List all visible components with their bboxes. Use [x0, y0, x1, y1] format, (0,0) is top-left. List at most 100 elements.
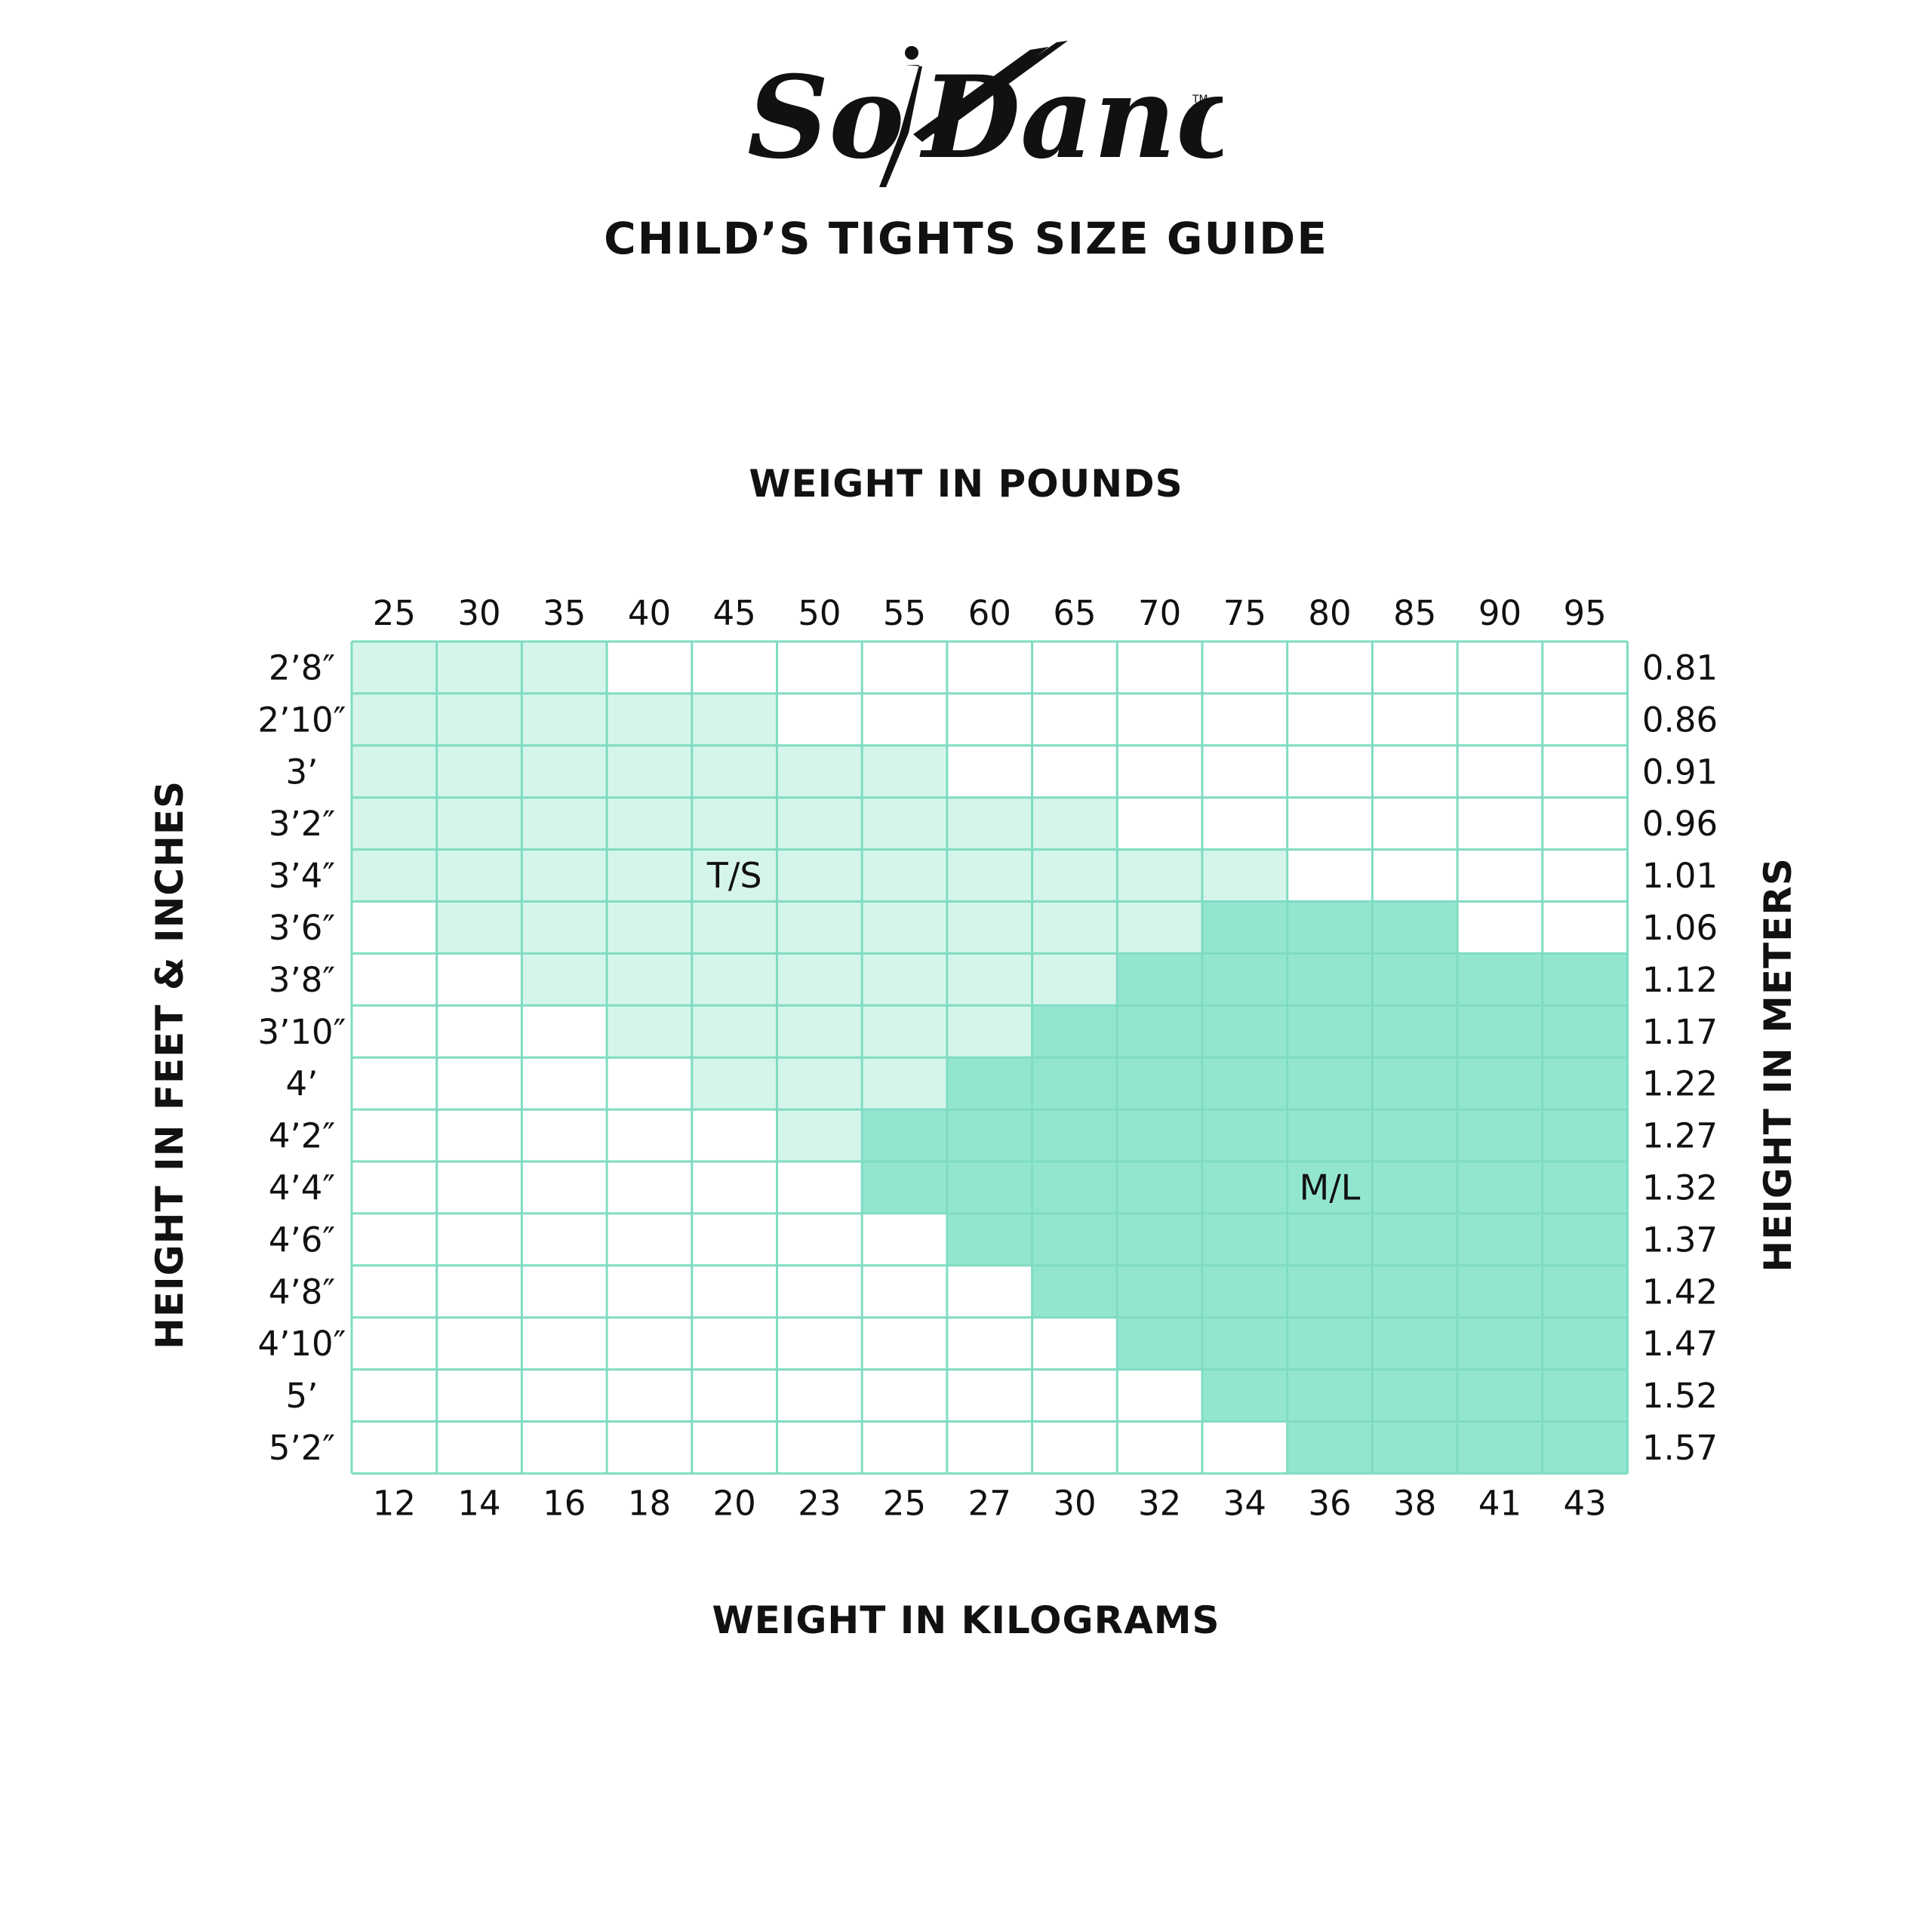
cell-empty — [1117, 641, 1202, 694]
cell-ts — [777, 901, 863, 954]
cell-ml — [1372, 953, 1458, 1006]
cell-ml — [1372, 1005, 1458, 1058]
y-tick-feet-inches: 2’8″ — [269, 648, 335, 688]
cell-empty — [607, 1317, 692, 1370]
cell-ts — [691, 849, 777, 902]
cell-empty — [1202, 641, 1287, 694]
cell-empty — [1457, 901, 1543, 954]
cell-ts — [607, 953, 692, 1006]
cell-empty — [691, 1213, 777, 1266]
x-tick-pounds: 50 — [798, 593, 841, 633]
cell-ml — [1542, 1317, 1628, 1370]
cell-ml — [1542, 1421, 1628, 1474]
cell-ts — [1117, 849, 1202, 902]
cell-empty — [691, 1109, 777, 1161]
cell-ts — [691, 797, 777, 850]
cell-empty — [1542, 693, 1628, 746]
y-tick-meters: 0.81 — [1642, 648, 1718, 688]
cell-empty — [352, 1213, 437, 1266]
cell-ml — [1457, 1161, 1543, 1214]
cell-ml — [1287, 1421, 1373, 1474]
sodanca-logo: So Danca TM — [747, 41, 1223, 187]
cell-ml — [1372, 1317, 1458, 1370]
cell-ts — [521, 693, 608, 746]
y-tick-meters: 1.22 — [1642, 1064, 1718, 1104]
y-tick-meters: 1.37 — [1642, 1220, 1718, 1260]
cell-empty — [1542, 641, 1628, 694]
cell-empty — [777, 1421, 863, 1474]
cell-empty — [1117, 1369, 1202, 1422]
x-tick-pounds: 35 — [543, 593, 586, 633]
cell-empty — [352, 953, 437, 1006]
cell-ml — [1542, 1057, 1628, 1110]
cell-ml — [1032, 1265, 1118, 1318]
cell-empty — [1287, 849, 1373, 902]
cell-ts — [777, 797, 863, 850]
cell-empty — [436, 1421, 522, 1474]
cell-ts — [436, 693, 522, 746]
cell-ml — [1032, 1161, 1118, 1214]
cell-empty — [777, 641, 863, 694]
size-label-ml: M/L — [1300, 1167, 1361, 1208]
cell-empty — [862, 1265, 947, 1318]
cell-ts — [607, 693, 692, 746]
cell-empty — [1372, 745, 1458, 798]
cell-empty — [607, 641, 692, 694]
y-tick-meters: 1.17 — [1642, 1012, 1718, 1052]
x-axis-bottom-title: WEIGHT IN KILOGRAMS — [712, 1598, 1220, 1642]
cell-ts — [521, 901, 608, 954]
cell-ml — [1372, 1421, 1458, 1474]
cell-empty — [1457, 849, 1543, 902]
x-tick-pounds: 85 — [1393, 593, 1436, 633]
y-tick-meters: 1.47 — [1642, 1324, 1718, 1364]
y-tick-feet-inches: 5’2″ — [269, 1428, 335, 1468]
cell-ts — [862, 1005, 947, 1058]
x-tick-kilograms: 30 — [1053, 1483, 1096, 1523]
cell-empty — [777, 693, 863, 746]
cell-empty — [521, 1213, 608, 1266]
cell-empty — [777, 1369, 863, 1422]
cell-empty — [1287, 693, 1373, 746]
cell-ml — [1202, 1057, 1287, 1110]
cell-ml — [1457, 953, 1543, 1006]
cell-empty — [436, 953, 522, 1006]
cell-ts — [607, 901, 692, 954]
cell-ml — [1287, 901, 1373, 954]
y-tick-meters: 1.12 — [1642, 960, 1718, 1000]
y-tick-meters: 1.01 — [1642, 856, 1718, 896]
cell-empty — [352, 1109, 437, 1161]
cell-empty — [521, 1109, 608, 1161]
cell-ml — [1372, 1109, 1458, 1161]
cell-ml — [1287, 1369, 1373, 1422]
cell-empty — [1032, 745, 1118, 798]
cell-ts — [777, 1057, 863, 1110]
cell-empty — [1032, 641, 1118, 694]
cell-ml — [946, 1109, 1032, 1161]
x-tick-kilograms: 41 — [1478, 1483, 1521, 1523]
cell-ts — [352, 693, 437, 746]
cell-empty — [777, 1265, 863, 1318]
x-tick-pounds: 25 — [373, 593, 416, 633]
cell-ts — [436, 797, 522, 850]
cell-empty — [521, 1161, 608, 1214]
cell-empty — [946, 745, 1032, 798]
cell-empty — [1117, 1421, 1202, 1474]
cell-ml — [862, 1109, 947, 1161]
cell-empty — [1457, 745, 1543, 798]
cell-empty — [946, 1317, 1032, 1370]
page-title: CHILD’S TIGHTS SIZE GUIDE — [604, 213, 1328, 264]
svg-text:So: So — [747, 51, 904, 184]
x-tick-pounds: 80 — [1308, 593, 1351, 633]
cell-ml — [1202, 1213, 1287, 1266]
cell-empty — [691, 1161, 777, 1214]
cell-empty — [352, 1317, 437, 1370]
cell-ml — [1287, 1057, 1373, 1110]
x-tick-pounds: 40 — [628, 593, 671, 633]
cell-empty — [691, 1265, 777, 1318]
cell-ts — [607, 849, 692, 902]
cell-ts — [862, 953, 947, 1006]
cell-ml — [1287, 1265, 1373, 1318]
cell-ts — [1202, 849, 1287, 902]
y-tick-meters: 0.96 — [1642, 804, 1718, 844]
